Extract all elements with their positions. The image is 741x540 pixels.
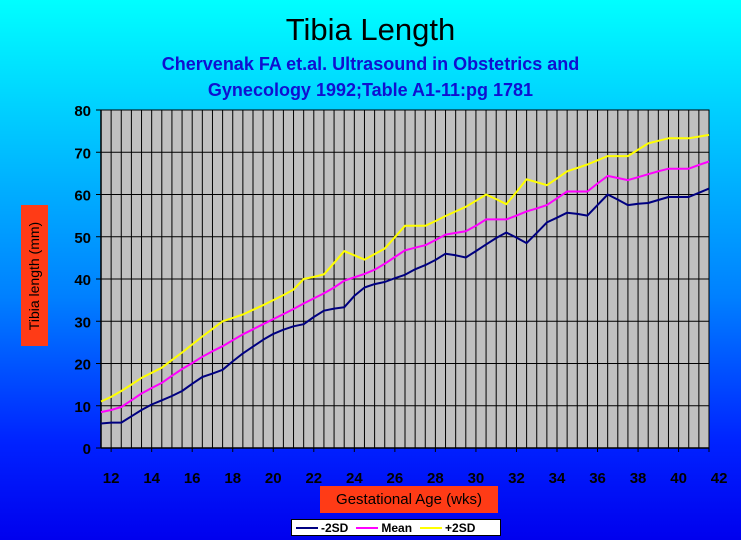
y-tick-label: 70 bbox=[74, 145, 91, 162]
x-tick-label: 32 bbox=[508, 470, 525, 487]
x-tick-label: 36 bbox=[589, 470, 606, 487]
x-tick-label: 24 bbox=[346, 470, 363, 487]
legend-item-mean: Mean bbox=[356, 521, 412, 535]
x-axis-label: Gestational Age (wks) bbox=[320, 486, 498, 513]
y-axis-label: Tibia length (mm) bbox=[21, 205, 48, 346]
x-tick-label: 26 bbox=[387, 470, 404, 487]
y-tick-label: 10 bbox=[74, 399, 91, 416]
y-tick-label: 20 bbox=[74, 357, 91, 374]
x-tick-label: 30 bbox=[468, 470, 485, 487]
y-tick-label: 0 bbox=[83, 441, 91, 458]
y-axis-label-text: Tibia length (mm) bbox=[27, 221, 43, 329]
x-tick-label: 42 bbox=[711, 470, 728, 487]
y-tick-label: 30 bbox=[74, 314, 91, 331]
x-tick-label: 28 bbox=[427, 470, 444, 487]
legend-label-mean: Mean bbox=[381, 521, 412, 535]
legend-swatch-mean bbox=[356, 527, 378, 529]
y-tick-label: 80 bbox=[74, 103, 91, 120]
gridlines bbox=[101, 110, 709, 448]
x-tick-label: 16 bbox=[184, 470, 201, 487]
legend-item-plus-2sd: +2SD bbox=[420, 521, 475, 535]
legend-swatch-plus-2sd bbox=[420, 527, 442, 529]
y-tick-label: 60 bbox=[74, 188, 91, 205]
x-tick-label: 38 bbox=[630, 470, 647, 487]
x-tick-label: 14 bbox=[143, 470, 160, 487]
legend-item-minus-2sd: -2SD bbox=[296, 521, 348, 535]
y-tick-label: 50 bbox=[74, 230, 91, 247]
x-tick-label: 20 bbox=[265, 470, 282, 487]
legend: -2SD Mean +2SD bbox=[291, 519, 501, 536]
legend-label-minus-2sd: -2SD bbox=[321, 521, 348, 535]
x-tick-label: 18 bbox=[224, 470, 241, 487]
x-tick-label: 34 bbox=[549, 470, 566, 487]
x-tick-label: 22 bbox=[305, 470, 322, 487]
x-tick-label: 40 bbox=[670, 470, 687, 487]
x-tick-label: 12 bbox=[103, 470, 120, 487]
legend-label-plus-2sd: +2SD bbox=[445, 521, 475, 535]
legend-swatch-minus-2sd bbox=[296, 527, 318, 529]
y-tick-label: 40 bbox=[74, 272, 91, 289]
